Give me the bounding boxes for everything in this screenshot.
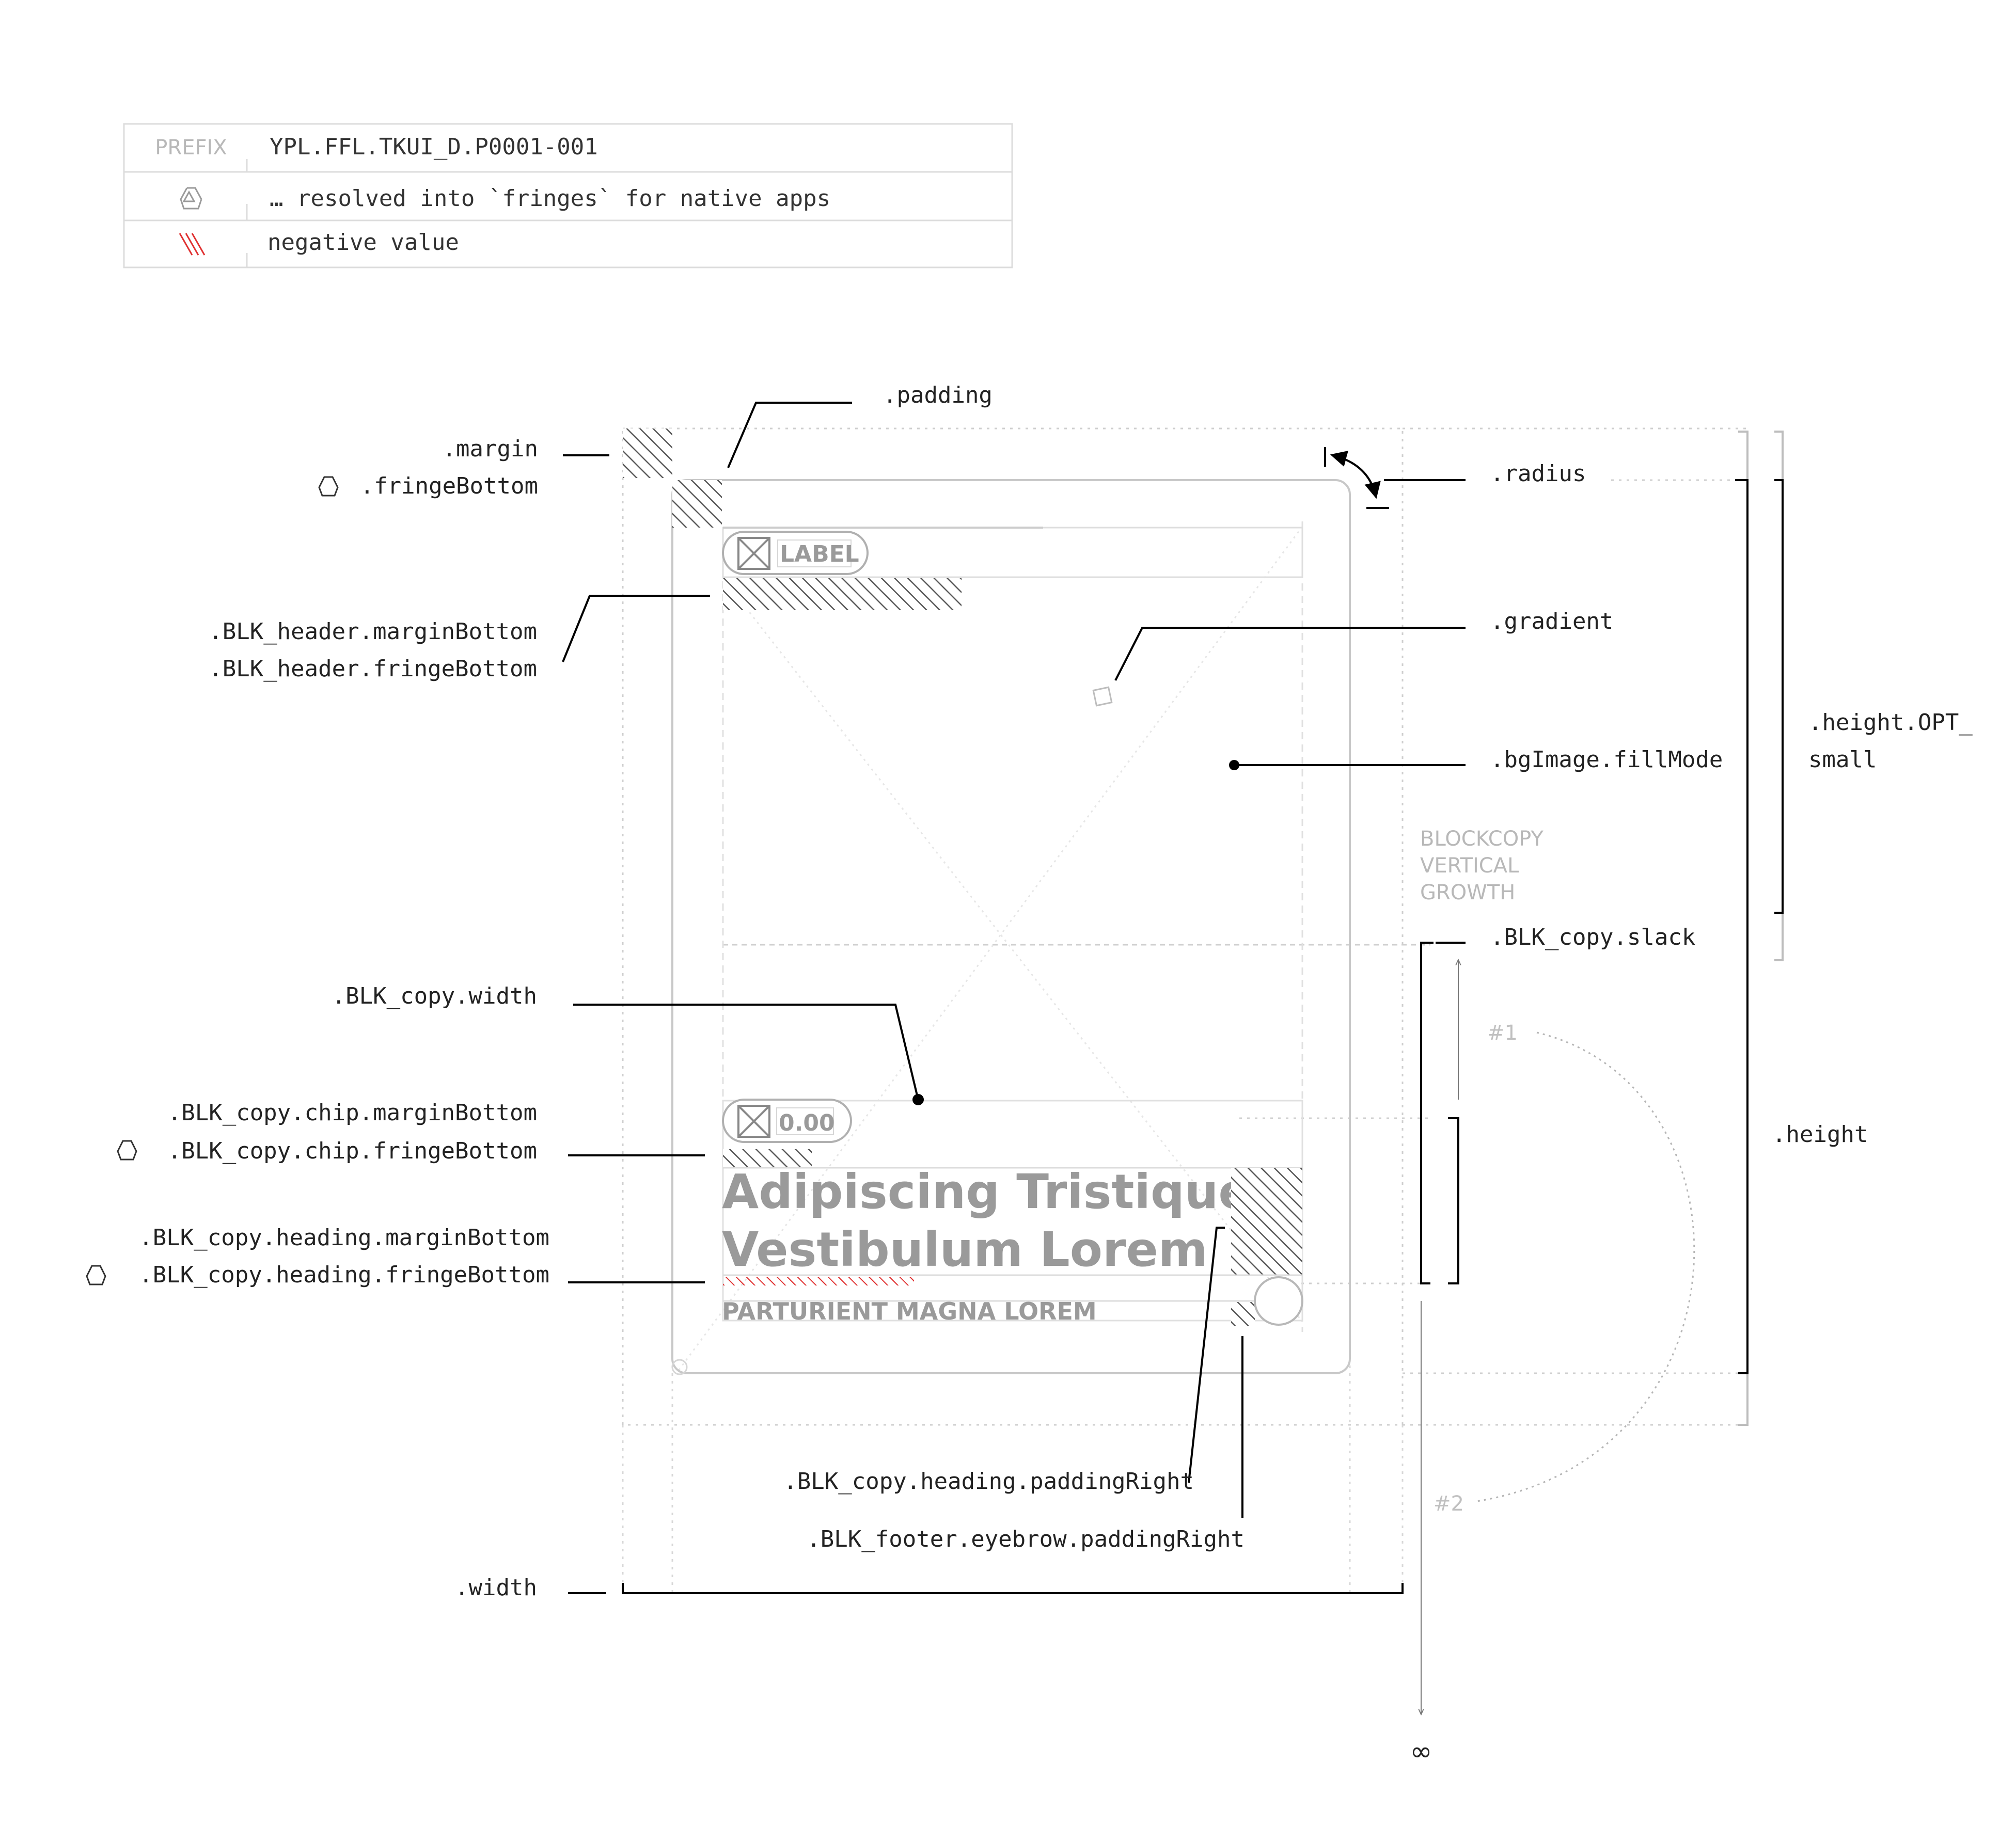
recycle-icon	[86, 1265, 106, 1285]
radius-indicator	[1324, 447, 1389, 509]
label-footer-eyebrow-padding-right: .BLK_footer.eyebrow.paddingRight	[807, 1526, 1245, 1552]
label-step-1: #1	[1487, 1021, 1518, 1045]
label-copy-slack: .BLK_copy.slack	[1490, 924, 1695, 950]
heading-line-2: Vestibulum Lorem	[722, 1222, 1208, 1277]
card-copy-block: 0.00 Adipiscing Tristique Vestibulum Lor…	[722, 1099, 1303, 1326]
label-chip-fringe-bottom: .BLK_copy.chip.fringeBottom	[168, 1138, 537, 1164]
header-chip	[722, 531, 869, 575]
eyebrow-padding-right-hatch	[1231, 1302, 1255, 1326]
label-fringe-bottom: .fringeBottom	[360, 473, 538, 499]
label-height-opt-1: .height.OPT_	[1808, 709, 1973, 736]
recycle-icon	[117, 1140, 137, 1161]
heading-padding-right-hatch	[1231, 1168, 1302, 1275]
label-radius: .radius	[1490, 460, 1586, 487]
label-header-margin-bottom: .BLK_header.marginBottom	[209, 618, 537, 645]
growth-curve	[1476, 1031, 1695, 1502]
gradient-stop-end	[671, 1359, 688, 1375]
annotation-labels: .padding .margin .fringeBottom .radius .…	[86, 382, 1973, 1767]
label-gradient: .gradient	[1490, 608, 1613, 634]
legend-negative-note: negative value	[267, 229, 459, 256]
gradient-handle	[1092, 686, 1113, 707]
label-margin: .margin	[443, 436, 538, 462]
image-placeholder-icon	[737, 1105, 770, 1138]
slack-bracket	[1420, 942, 1459, 1284]
label-step-2: #2	[1434, 1492, 1464, 1516]
heading-negative-margin-hatch	[723, 1277, 914, 1285]
label-height-opt-2: small	[1808, 747, 1877, 773]
label-infinity: ∞	[1410, 1736, 1432, 1767]
label-growth-1: BLOCKCOPY	[1420, 827, 1544, 851]
copy-chip-value: 0.00	[779, 1110, 835, 1136]
red-hatch-icon	[179, 233, 206, 256]
label-width: .width	[455, 1575, 537, 1601]
recycle-icon	[318, 476, 339, 497]
label-heading-padding-right: .BLK_copy.heading.paddingRight	[783, 1468, 1194, 1495]
label-heading-fringe-bottom: .BLK_copy.heading.fringeBottom	[139, 1262, 549, 1288]
footer-eyebrow: PARTURIENT MAGNA LOREM	[722, 1297, 1097, 1325]
header-margin-hatch	[723, 578, 962, 610]
header-chip-label: LABEL	[780, 541, 859, 567]
label-bg-image-fill-mode: .bgImage.fillMode	[1490, 747, 1723, 773]
copy-width-anchor	[912, 1094, 924, 1105]
label-copy-width: .BLK_copy.width	[332, 983, 537, 1009]
footer-action-circle	[1254, 1276, 1303, 1326]
label-growth-2: VERTICAL	[1420, 854, 1519, 878]
legend-fringe-note: … resolved into `fringes` for native app…	[270, 185, 830, 212]
padding-hatch	[672, 480, 722, 528]
legend-prefix-label: PREFIX	[155, 136, 227, 160]
label-height: .height	[1772, 1121, 1868, 1148]
width-bracket	[568, 1583, 1404, 1594]
card-header-block: LABEL	[722, 527, 1303, 610]
chip-margin-hatch	[723, 1149, 812, 1168]
card-frame	[671, 479, 1351, 1375]
height-brackets	[1735, 431, 1784, 1426]
label-heading-margin-bottom: .BLK_copy.heading.marginBottom	[139, 1225, 549, 1251]
image-placeholder-icon	[737, 537, 770, 570]
label-growth-3: GROWTH	[1420, 881, 1515, 904]
label-header-fringe-bottom: .BLK_header.fringeBottom	[209, 656, 537, 682]
recycle-icon	[180, 187, 202, 210]
leader-lines	[562, 402, 1466, 1518]
legend-table: PREFIX YPL.FFL.TKUI_D.P0001-001 … resolv…	[123, 123, 1013, 268]
label-padding: .padding	[883, 382, 993, 408]
heading-line-1: Adipiscing Tristique	[722, 1164, 1251, 1219]
copy-chip	[722, 1099, 852, 1143]
legend-prefix-value: YPL.FFL.TKUI_D.P0001-001	[270, 134, 598, 160]
margin-hatch	[623, 428, 672, 478]
label-chip-margin-bottom: .BLK_copy.chip.marginBottom	[168, 1100, 537, 1126]
bg-image-anchor	[1229, 760, 1239, 770]
